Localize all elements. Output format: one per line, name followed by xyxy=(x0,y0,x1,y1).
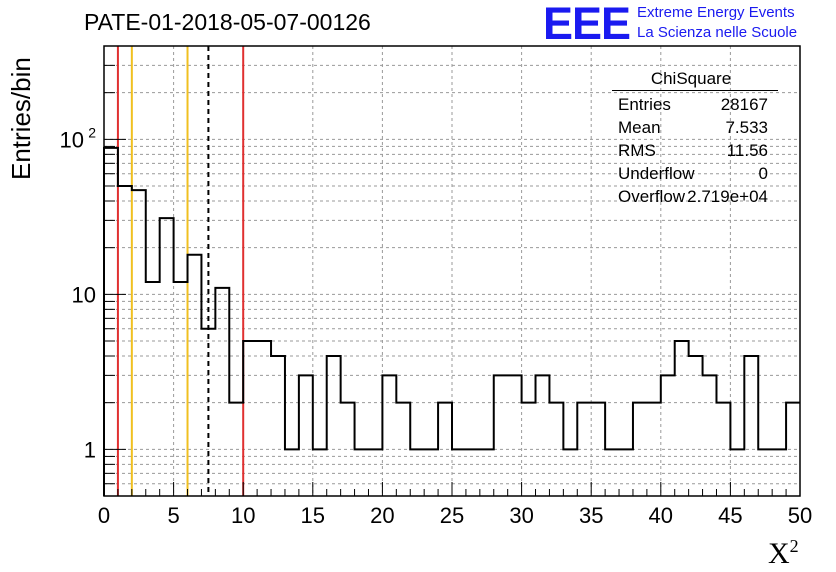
histogram-bin xyxy=(410,449,424,496)
histogram-bin xyxy=(438,403,452,496)
histogram-bin xyxy=(271,356,285,496)
histogram-bin xyxy=(188,255,202,496)
x-tick-label: 40 xyxy=(649,503,673,528)
stat-name: RMS xyxy=(618,141,656,160)
histogram-bin xyxy=(452,449,466,496)
histogram-bin xyxy=(605,449,619,496)
histogram-bin xyxy=(160,218,174,496)
histogram-bin xyxy=(396,403,410,496)
histogram-bin xyxy=(285,449,299,496)
y-tick-label: 10 xyxy=(60,127,84,152)
histogram-bin xyxy=(299,375,313,496)
y-tick-label-exponent: 2 xyxy=(88,124,96,140)
histogram-bin xyxy=(382,375,396,496)
histogram-bin xyxy=(758,449,772,496)
histogram-bin xyxy=(577,403,591,496)
stats-title: ChiSquare xyxy=(612,68,778,91)
histogram-bin xyxy=(341,403,355,496)
histogram-bin xyxy=(132,190,146,496)
x-tick-label: 5 xyxy=(167,503,179,528)
x-tick-label: 30 xyxy=(509,503,533,528)
stats-box: ChiSquare Entries 28167 Mean 7.533 RMS 1… xyxy=(612,68,778,208)
histogram-bin xyxy=(424,449,438,496)
histogram-bin xyxy=(563,449,577,496)
histogram-bin xyxy=(703,375,717,496)
x-tick-label: 20 xyxy=(370,503,394,528)
histogram-bin xyxy=(619,449,633,496)
histogram-bin xyxy=(257,341,271,496)
x-tick-label: 45 xyxy=(718,503,742,528)
histogram-bin xyxy=(661,375,675,496)
histogram-bin xyxy=(104,148,118,496)
x-tick-label: 0 xyxy=(98,503,110,528)
stat-name: Entries xyxy=(618,95,671,114)
stat-name: Underflow xyxy=(618,164,695,183)
stat-value: 0 xyxy=(758,164,768,183)
stat-row-underflow: Underflow 0 xyxy=(612,162,778,185)
histogram-bin xyxy=(730,449,744,496)
histogram-bin xyxy=(744,356,758,496)
histogram-bin xyxy=(368,449,382,496)
stat-value: 7.533 xyxy=(725,118,768,137)
x-tick-label: 15 xyxy=(301,503,325,528)
x-tick-label: 25 xyxy=(440,503,464,528)
histogram-bin xyxy=(786,403,800,496)
histogram-bin xyxy=(633,403,647,496)
histogram-bin xyxy=(549,403,563,496)
histogram-bin xyxy=(201,329,215,496)
histogram-bin xyxy=(215,288,229,496)
logo-line-2: La Scienza nelle Scuole xyxy=(637,24,798,41)
stat-name: Mean xyxy=(618,118,661,137)
histogram-bin xyxy=(174,282,188,496)
histogram-bin xyxy=(327,356,341,496)
x-axis-label: X2 xyxy=(768,536,799,571)
x-axis-label-sup: 2 xyxy=(789,536,799,556)
histogram-bin xyxy=(536,375,550,496)
histogram-bin xyxy=(229,403,243,496)
x-axis-label-base: X xyxy=(768,537,790,570)
histogram-bin xyxy=(243,341,257,496)
histogram-bin xyxy=(522,403,536,496)
chart-title: PATE-01-2018-05-07-00126 xyxy=(84,9,371,35)
histogram-bin xyxy=(146,282,160,496)
histogram-bin xyxy=(466,449,480,496)
histogram-bin xyxy=(480,449,494,496)
histogram-bin xyxy=(494,375,508,496)
histogram-bin xyxy=(716,403,730,496)
stat-row-mean: Mean 7.533 xyxy=(612,116,778,139)
histogram-bin xyxy=(355,449,369,496)
stat-name: Overflow xyxy=(618,187,686,206)
stat-row-entries: Entries 28167 xyxy=(612,93,778,116)
histogram-bin xyxy=(313,449,327,496)
eee-logo: EEE xyxy=(543,0,631,49)
x-tick-label: 50 xyxy=(788,503,812,528)
x-tick-label: 35 xyxy=(579,503,603,528)
histogram-series xyxy=(103,146,800,496)
histogram-bin xyxy=(675,341,689,496)
logo-line-1: Extreme Energy Events xyxy=(637,4,795,21)
histogram-bin xyxy=(689,356,703,496)
y-tick-label: 10 xyxy=(72,282,96,307)
histogram-bin xyxy=(772,449,786,496)
histogram-bin xyxy=(647,403,661,496)
histogram-bin xyxy=(508,375,522,496)
histogram-bin xyxy=(591,403,605,496)
stat-row-rms: RMS 11.56 xyxy=(612,139,778,162)
stat-row-overflow: Overflow 2.719e+04 xyxy=(612,185,778,208)
y-tick-label: 1 xyxy=(84,437,96,462)
x-tick-label: 10 xyxy=(231,503,255,528)
stat-value: 28167 xyxy=(720,95,768,114)
stat-value: 11.56 xyxy=(726,141,768,160)
stat-value: 2.719e+04 xyxy=(687,187,768,206)
